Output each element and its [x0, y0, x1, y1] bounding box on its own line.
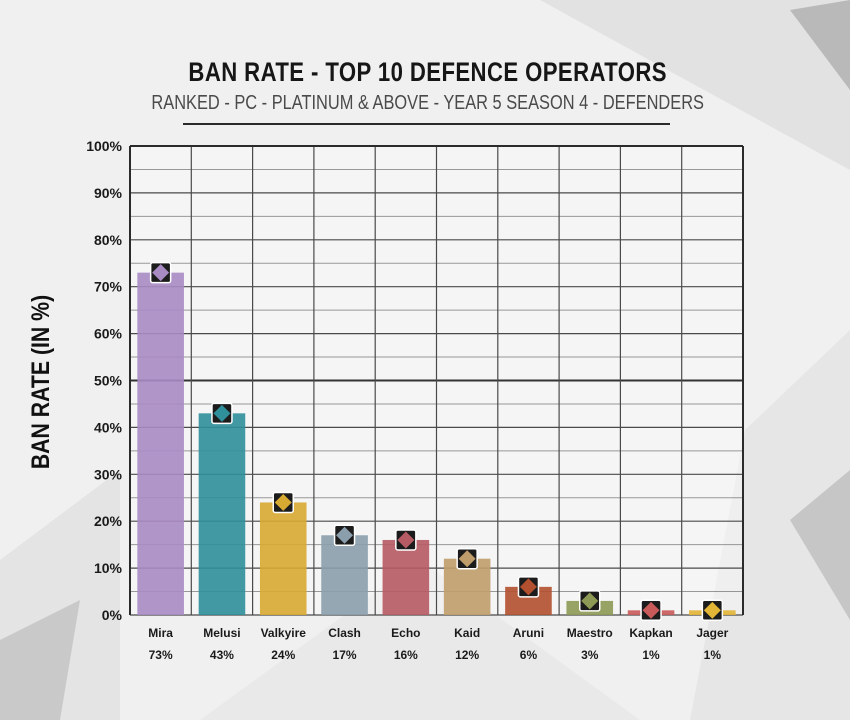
category-label: Echo [391, 626, 420, 640]
category-label: Kapkan [629, 626, 672, 640]
y-tick-label: 60% [94, 326, 123, 342]
y-tick-label: 80% [94, 232, 123, 248]
value-label: 73% [149, 648, 173, 662]
operator-emblem-icon [395, 529, 417, 551]
y-tick-label: 90% [94, 185, 123, 201]
category-label: Valkyire [261, 626, 307, 640]
y-tick-label: 20% [94, 513, 123, 529]
y-tick-labels: 0% 10% 20% 30% 40% 50% 60% 70% 80% 90% 100% [86, 138, 122, 623]
title-underline [183, 123, 670, 125]
y-tick-label: 50% [94, 373, 123, 389]
value-label: 43% [210, 648, 234, 662]
chart-subtitle: RANKED - PC - PLATINUM & ABOVE - YEAR 5 … [151, 92, 704, 114]
operator-emblem-icon [149, 261, 172, 284]
y-tick-label: 10% [94, 560, 123, 576]
y-tick-label: 70% [94, 279, 123, 295]
operator-emblem-icon [701, 599, 724, 622]
y-tick-label: 100% [86, 138, 122, 154]
value-label: 1% [704, 648, 722, 662]
operator-emblem-icon [272, 491, 294, 514]
bar [259, 502, 307, 615]
operator-emblem-icon [579, 590, 601, 612]
y-tick-label: 0% [102, 607, 123, 623]
operator-emblem-icon [333, 524, 356, 547]
category-label: Kaid [454, 626, 480, 640]
category-label: Clash [328, 626, 361, 640]
value-label: 3% [581, 648, 599, 662]
category-label: Maestro [567, 626, 613, 640]
y-tick-label: 30% [94, 466, 123, 482]
bars [137, 261, 736, 622]
value-labels: 73% 43% 24% 17% 16% 12% 6% 3% 1% 1% [149, 648, 722, 662]
value-label: 17% [333, 648, 357, 662]
y-tick-label: 40% [94, 419, 123, 435]
category-label: Jager [696, 626, 728, 640]
category-label: Melusi [203, 626, 240, 640]
chart-title: BAN RATE - TOP 10 DEFENCE OPERATORS [188, 57, 667, 87]
value-label: 12% [455, 648, 479, 662]
operator-emblem-icon [456, 547, 478, 570]
operator-emblem-icon [640, 599, 662, 622]
bar [137, 272, 184, 615]
value-label: 24% [271, 648, 295, 662]
grid-lines [129, 145, 744, 616]
operator-emblem-icon [211, 402, 233, 425]
category-label: Mira [148, 626, 173, 640]
bar [321, 535, 368, 615]
category-labels: Mira Melusi Valkyire Clash Echo Kaid Aruni Maes… [148, 626, 728, 640]
value-label: 6% [520, 648, 538, 662]
value-label: 1% [642, 648, 660, 662]
operator-emblem-icon [517, 576, 540, 598]
value-label: 16% [394, 648, 418, 662]
bar [382, 539, 430, 615]
bar [198, 413, 246, 615]
category-label: Aruni [513, 626, 544, 640]
